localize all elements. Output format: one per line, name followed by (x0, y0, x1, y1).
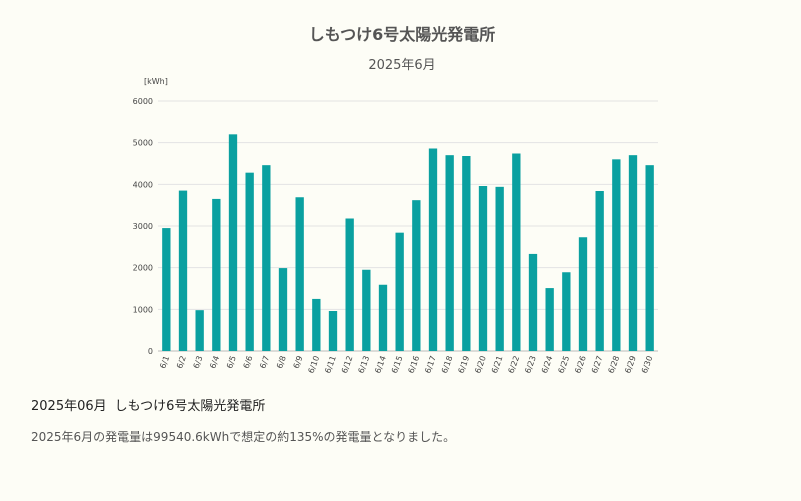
bar (378, 284, 388, 351)
bar (462, 156, 471, 351)
summary-text: 2025年6月の発電量は99540.6kWhで想定の約135%の発電量となりまし… (31, 430, 456, 444)
x-tick-label: 6/24 (540, 355, 555, 375)
bar (628, 155, 638, 351)
bar (162, 228, 171, 351)
x-tick-label: 6/7 (258, 355, 271, 370)
bar (495, 186, 504, 351)
bar (478, 186, 488, 351)
bar (362, 269, 371, 351)
bar-series (162, 134, 654, 351)
x-tick-label: 6/15 (390, 355, 405, 375)
bar (228, 134, 238, 351)
x-tick-label: 6/12 (340, 355, 355, 375)
y-tick-label: 0 (148, 347, 153, 356)
y-tick-label: 6000 (133, 97, 153, 106)
bar (245, 172, 254, 351)
x-tick-label: 6/25 (557, 355, 572, 375)
x-tick-label: 6/16 (407, 355, 422, 375)
y-tick-label: 3000 (133, 222, 153, 231)
chart-title: しもつけ6号太陽光発電所 (309, 25, 496, 44)
x-tick-label: 6/30 (640, 355, 655, 375)
x-axis-ticks: 6/1 6/2 6/3 6/4 6/5 6/6 6/7 6/8 6/9 6/10 6/11 6/12 6… (158, 355, 654, 375)
bar (345, 218, 354, 351)
x-tick-label: 6/8 (275, 355, 288, 370)
x-tick-label: 6/26 (573, 355, 588, 375)
summary-plant-name: しもつけ6号太陽光発電所 (114, 399, 266, 414)
bar (295, 197, 304, 351)
bar (328, 311, 338, 351)
x-tick-label: 6/19 (457, 355, 472, 375)
x-tick-label: 6/21 (490, 355, 505, 375)
bar (512, 153, 521, 351)
bar (578, 237, 588, 351)
bar (612, 159, 621, 351)
bar (562, 272, 571, 351)
y-axis-ticks: 0 1000 2000 3000 4000 5000 6000 (133, 97, 153, 356)
y-tick-label: 1000 (133, 305, 153, 314)
x-tick-label: 6/18 (440, 355, 455, 375)
x-tick-label: 6/14 (373, 355, 388, 375)
y-axis-unit: [kWh] (144, 77, 168, 86)
bar (545, 288, 554, 351)
x-tick-label: 6/10 (307, 355, 322, 375)
bar (395, 232, 404, 351)
bar (445, 155, 454, 351)
bar (428, 148, 438, 351)
generation-chart: しもつけ6号太陽光発電所 2025年6月 [kWh] 0 1000 2000 3000… (133, 25, 658, 375)
x-tick-label: 6/9 (292, 355, 305, 370)
x-tick-label: 6/22 (507, 355, 522, 375)
bar (312, 298, 321, 351)
summary-section: 2025年06月 しもつけ6号太陽光発電所 2025年6月の発電量は99540.6… (31, 398, 771, 445)
bar (262, 165, 271, 351)
x-tick-label: 6/23 (523, 355, 538, 375)
x-tick-label: 6/20 (473, 355, 488, 375)
bar (528, 253, 538, 351)
x-tick-label: 6/2 (175, 355, 188, 370)
x-tick-label: 6/11 (323, 355, 338, 375)
chart-subtitle: 2025年6月 (368, 58, 435, 73)
grid-lines (158, 100, 658, 352)
x-tick-label: 6/29 (623, 355, 638, 375)
bar (595, 191, 604, 351)
bar (178, 190, 188, 351)
summary-period: 2025年06月 (31, 399, 107, 414)
y-tick-label: 5000 (133, 139, 153, 148)
bar (412, 200, 421, 351)
bar (278, 268, 288, 351)
summary-heading: 2025年06月 しもつけ6号太陽光発電所 (31, 398, 771, 416)
x-tick-label: 6/13 (357, 355, 372, 375)
x-tick-label: 6/27 (590, 355, 605, 375)
bar (645, 165, 654, 351)
x-tick-label: 6/3 (192, 355, 205, 370)
y-tick-label: 4000 (133, 180, 153, 189)
bar (195, 310, 204, 351)
x-tick-label: 6/5 (225, 355, 238, 370)
x-tick-label: 6/1 (158, 355, 171, 370)
x-tick-label: 6/17 (423, 355, 438, 375)
x-tick-label: 6/6 (242, 355, 255, 370)
bar (212, 198, 221, 351)
x-tick-label: 6/28 (607, 355, 622, 375)
y-tick-label: 2000 (133, 264, 153, 273)
x-tick-label: 6/4 (208, 355, 221, 370)
